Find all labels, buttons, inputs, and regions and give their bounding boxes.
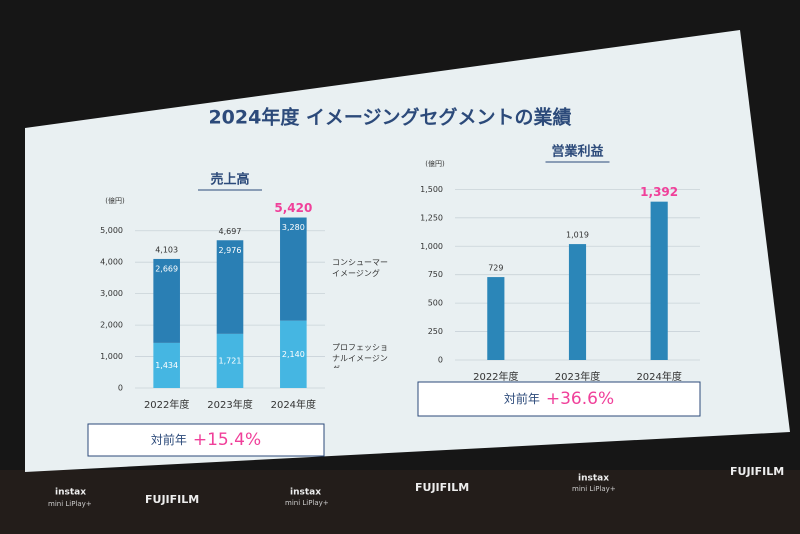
data-label: 1,721: [219, 356, 242, 365]
y-tick-label: 750: [428, 270, 443, 279]
chart-title: 売上高: [210, 172, 249, 188]
data-label: 729: [488, 264, 503, 273]
bar: [568, 244, 587, 360]
y-tick-label: 500: [428, 299, 443, 308]
stage-wall: [0, 470, 800, 534]
data-label: 2,976: [219, 246, 242, 255]
y-tick-label: 0: [118, 384, 123, 393]
y-tick-label: 2,000: [100, 321, 123, 330]
data-label: 1,392: [640, 185, 678, 199]
logo: instax: [578, 474, 609, 484]
bar: [650, 201, 668, 360]
bar-segment: [216, 333, 244, 388]
x-tick-label: 2024年度: [636, 370, 681, 383]
y-tick-label: 5,000: [100, 226, 123, 235]
growth-label: 対前年: [504, 391, 540, 406]
y-tick-label: 1,500: [420, 185, 443, 194]
growth-box: [87, 423, 325, 457]
total-label: 5,420: [274, 201, 312, 215]
growth-box: [417, 381, 701, 417]
total-label: 4,697: [219, 227, 242, 236]
logo: mini LiPlay+: [572, 485, 616, 493]
logo: mini LiPlay+: [285, 499, 329, 507]
legend-label: プロフェッショナルイメージング: [332, 343, 388, 368]
y-unit: (億円): [105, 196, 125, 205]
bar-segment: [153, 258, 180, 343]
logo: instax: [290, 488, 321, 498]
legend-label: コンシューマーイメージング: [332, 258, 388, 279]
y-tick-label: 3,000: [100, 289, 123, 298]
data-label: 3,280: [282, 223, 305, 232]
y-tick-label: 1,250: [420, 213, 443, 222]
chart-title: 営業利益: [551, 144, 603, 160]
y-tick-label: 1,000: [420, 242, 443, 251]
growth-text: 対前年 +15.4%: [151, 430, 261, 450]
legend-entry: コンシューマーイメージング: [332, 258, 388, 279]
growth-label: 対前年: [151, 432, 187, 447]
x-tick-label: 2022年度: [473, 370, 518, 383]
growth-value: +36.6%: [546, 389, 614, 409]
y-tick-label: 250: [428, 327, 443, 336]
growth-text: 対前年 +36.6%: [504, 389, 614, 409]
logo: instax: [55, 488, 86, 498]
slide-title: 2024年度 イメージングセグメントの業績: [208, 106, 571, 129]
x-tick-label: 2024年度: [271, 398, 316, 411]
x-tick-label: 2022年度: [144, 398, 189, 411]
logo: FUJIFILM: [145, 493, 199, 506]
bar-segment: [153, 342, 180, 388]
bar-segment: [280, 217, 307, 321]
bar: [487, 277, 505, 360]
y-tick-label: 4,000: [100, 258, 123, 267]
logo: mini LiPlay+: [48, 500, 92, 508]
x-tick-label: 2023年度: [207, 398, 252, 411]
bar-segment: [216, 240, 244, 334]
legend-entry: プロフェッショナルイメージング: [332, 343, 388, 368]
logo: FUJIFILM: [730, 465, 784, 478]
y-tick-label: 0: [438, 356, 443, 365]
screen: [25, 30, 790, 472]
data-label: 1,019: [566, 231, 589, 240]
data-label: 1,434: [155, 361, 178, 370]
logo: FUJIFILM: [415, 481, 469, 494]
data-label: 2,669: [155, 264, 178, 273]
data-label: 2,140: [282, 350, 305, 359]
total-label: 4,103: [155, 245, 178, 254]
growth-value: +15.4%: [193, 430, 261, 450]
y-unit: (億円): [425, 159, 445, 168]
x-tick-label: 2023年度: [555, 370, 600, 383]
y-tick-label: 1,000: [100, 352, 123, 361]
bar-segment: [280, 320, 307, 388]
